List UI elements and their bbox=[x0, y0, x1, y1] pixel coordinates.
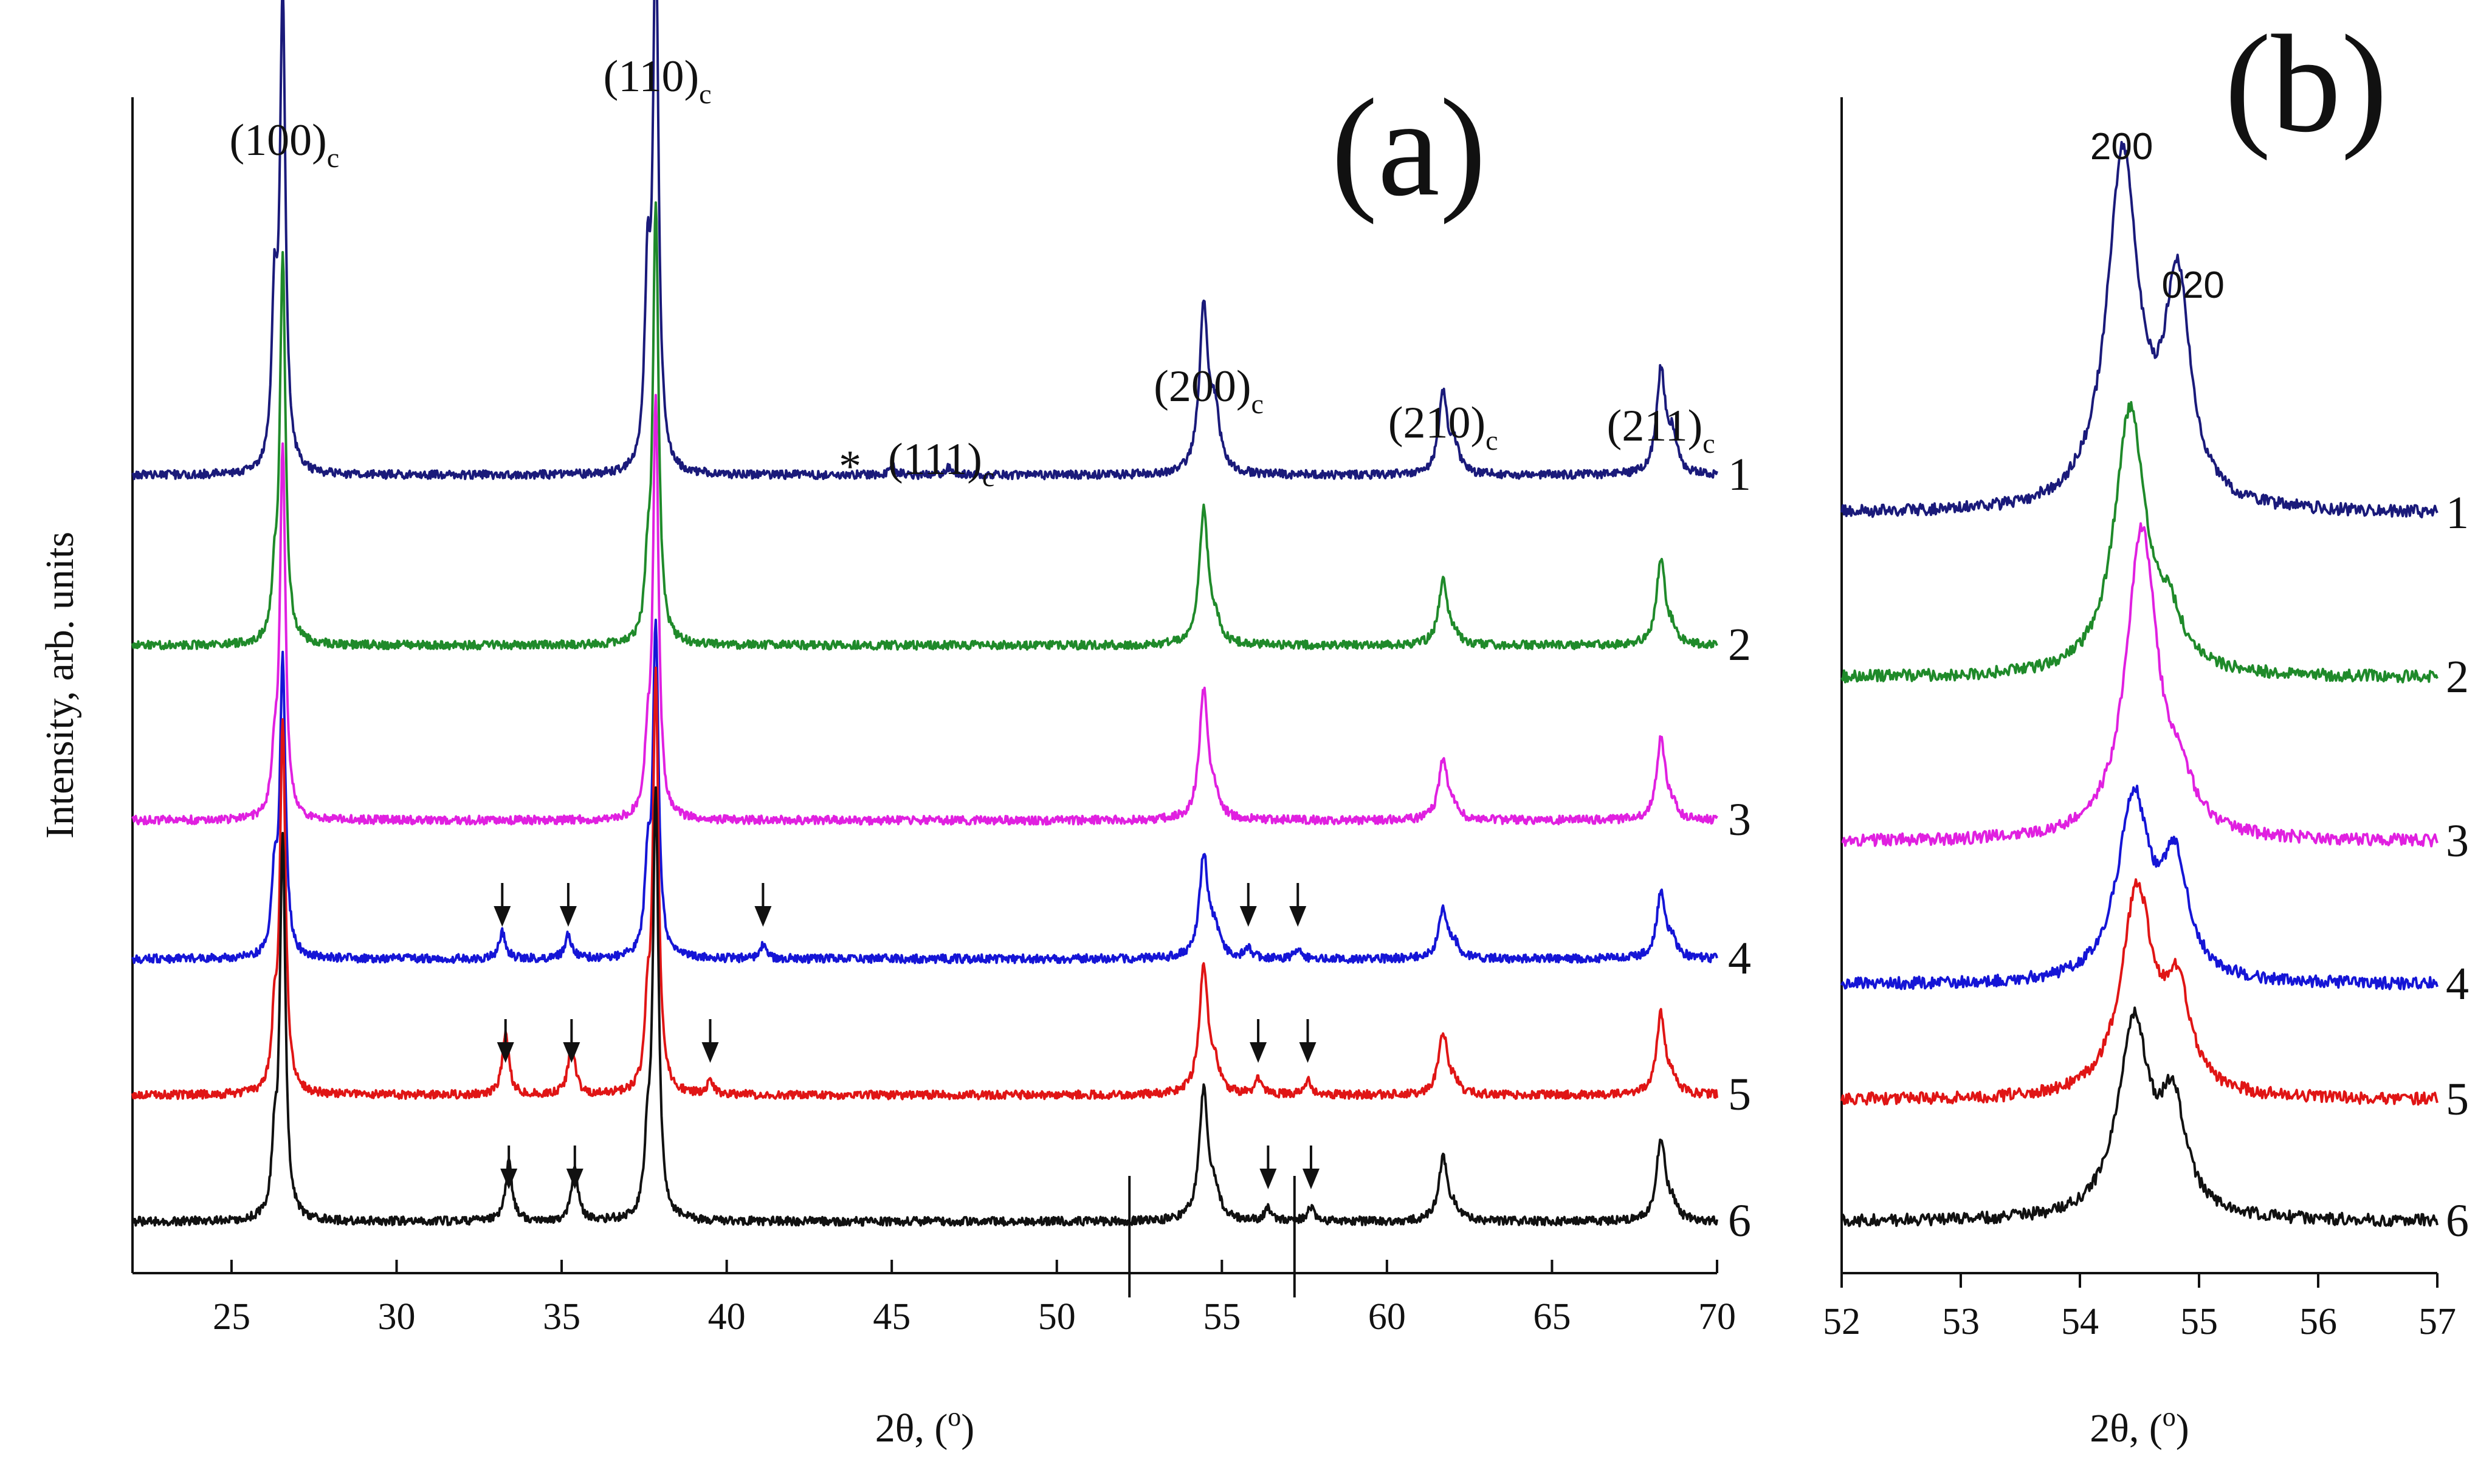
x-tick-label-b: 52 bbox=[1823, 1301, 1860, 1342]
x-tick-label-b: 55 bbox=[2180, 1301, 2218, 1342]
x-tick-label-b: 53 bbox=[1942, 1301, 1980, 1342]
peak-label-a: (210)c bbox=[1388, 398, 1498, 456]
curve-number-b-3: 3 bbox=[2446, 816, 2469, 867]
peak-label-a: (111)c bbox=[888, 435, 994, 492]
series-line-a-6 bbox=[131, 786, 1718, 1227]
x-tick-label-a: 60 bbox=[1368, 1296, 1406, 1338]
curve-number-b-1: 1 bbox=[2446, 487, 2469, 538]
arrow-head bbox=[1299, 1042, 1317, 1063]
arrow-head bbox=[559, 906, 577, 927]
x-tick-label-b: 54 bbox=[2061, 1301, 2099, 1342]
arrow-head bbox=[1289, 906, 1307, 927]
x-tick-label-a: 25 bbox=[213, 1296, 250, 1338]
curve-number-b-5: 5 bbox=[2446, 1074, 2469, 1125]
panel-label-b: (b) bbox=[2225, 6, 2387, 161]
x-axis-title-b: 2θ, (o) bbox=[2090, 1402, 2189, 1451]
arrow-head bbox=[701, 1042, 719, 1063]
arrow-head bbox=[1239, 906, 1257, 927]
x-tick-label-a: 70 bbox=[1698, 1296, 1736, 1338]
x-tick-label-a: 55 bbox=[1203, 1296, 1241, 1338]
curve-number-a-3: 3 bbox=[1728, 794, 1751, 845]
curve-number-b-2: 2 bbox=[2446, 651, 2469, 702]
x-tick-label-a: 45 bbox=[873, 1296, 910, 1338]
peak-label-a: (110)c bbox=[604, 52, 712, 109]
x-tick-label-a: 40 bbox=[708, 1296, 746, 1338]
curve-number-a-5: 5 bbox=[1728, 1069, 1751, 1120]
curve-number-a-2: 2 bbox=[1728, 619, 1751, 670]
peak-label-b-200: 200 bbox=[2090, 126, 2153, 168]
x-axis-title-a: 2θ, (o) bbox=[875, 1402, 975, 1451]
x-tick-label-b: 57 bbox=[2418, 1301, 2456, 1342]
series-line-b-5 bbox=[1840, 878, 2439, 1106]
arrow-head bbox=[500, 1169, 518, 1189]
arrow-head bbox=[754, 906, 772, 927]
arrow-head bbox=[497, 1042, 514, 1063]
curve-number-a-1: 1 bbox=[1728, 449, 1751, 500]
series-line-b-2 bbox=[1840, 400, 2439, 684]
series-line-a-1 bbox=[131, 0, 1718, 481]
curve-number-b-4: 4 bbox=[2446, 958, 2469, 1009]
series-line-a-4 bbox=[131, 619, 1718, 964]
arrow-head bbox=[1302, 1169, 1320, 1189]
arrow-head bbox=[494, 906, 511, 927]
peak-label-a: (200)c bbox=[1154, 362, 1264, 419]
x-tick-label-a: 50 bbox=[1038, 1296, 1076, 1338]
arrow-head bbox=[563, 1042, 580, 1063]
arrow-head bbox=[1250, 1042, 1267, 1063]
panel-label-a: (a) bbox=[1331, 70, 1486, 225]
x-tick-label-a: 35 bbox=[543, 1296, 580, 1338]
peak-label-b-020: 020 bbox=[2161, 264, 2224, 306]
arrow-head bbox=[566, 1169, 583, 1189]
series-line-b-4 bbox=[1840, 785, 2439, 991]
series-line-b-1 bbox=[1840, 140, 2439, 518]
series-line-a-5 bbox=[131, 666, 1718, 1101]
x-tick-label-a: 30 bbox=[378, 1296, 416, 1338]
y-axis-title: Intensity, arb. units bbox=[38, 532, 82, 839]
peak-label-a: (211)c bbox=[1607, 401, 1715, 459]
x-tick-label-b: 56 bbox=[2299, 1301, 2337, 1342]
x-tick-label-a: 65 bbox=[1533, 1296, 1571, 1338]
curve-number-a-4: 4 bbox=[1728, 933, 1751, 984]
peak-asterisk: * bbox=[839, 442, 861, 492]
series-line-a-3 bbox=[131, 394, 1718, 826]
curve-number-b-6: 6 bbox=[2446, 1195, 2469, 1246]
series-line-a-2 bbox=[131, 201, 1718, 651]
series-line-b-3 bbox=[1841, 522, 2439, 848]
curve-number-a-6: 6 bbox=[1728, 1195, 1751, 1246]
peak-label-a: (100)c bbox=[229, 115, 339, 173]
series-line-b-6 bbox=[1840, 1006, 2439, 1228]
arrow-head bbox=[1259, 1169, 1277, 1189]
